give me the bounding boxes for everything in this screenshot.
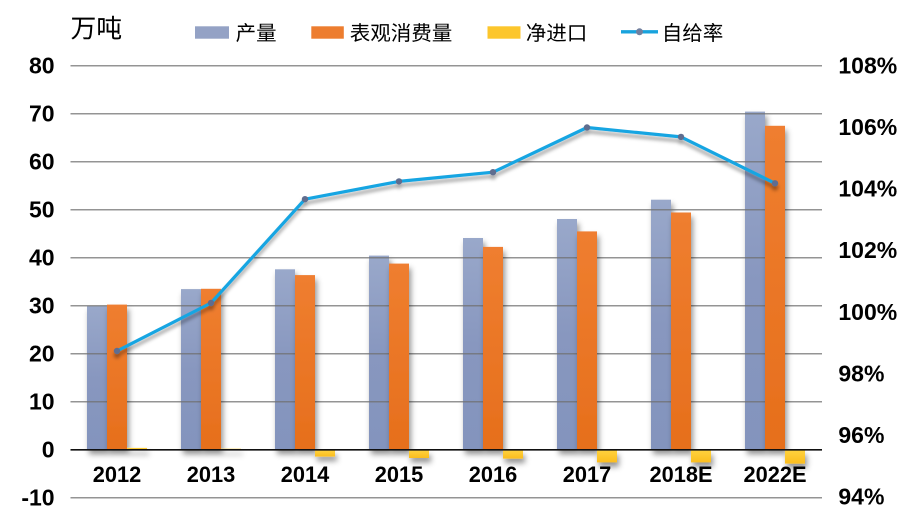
svg-text:94%: 94% (838, 484, 884, 510)
svg-text:2022E: 2022E (743, 462, 806, 487)
svg-text:104%: 104% (838, 176, 897, 202)
svg-text:2014: 2014 (281, 462, 330, 487)
svg-text:2018E: 2018E (649, 462, 712, 487)
svg-text:-10: -10 (21, 484, 54, 510)
svg-text:70: 70 (29, 100, 55, 126)
svg-text:100%: 100% (838, 299, 897, 325)
svg-text:108%: 108% (838, 52, 897, 78)
svg-text:0: 0 (42, 436, 55, 462)
svg-text:106%: 106% (838, 114, 897, 140)
svg-text:2017: 2017 (563, 462, 612, 487)
svg-text:96%: 96% (838, 422, 884, 448)
svg-text:60: 60 (29, 148, 55, 174)
svg-text:80: 80 (29, 52, 55, 78)
svg-text:10: 10 (29, 388, 55, 414)
svg-text:2013: 2013 (187, 462, 236, 487)
svg-text:102%: 102% (838, 237, 897, 263)
svg-text:98%: 98% (838, 361, 884, 387)
svg-text:50: 50 (29, 196, 55, 222)
svg-text:40: 40 (29, 244, 55, 270)
svg-text:30: 30 (29, 292, 55, 318)
svg-text:2012: 2012 (93, 462, 142, 487)
svg-text:2016: 2016 (469, 462, 518, 487)
svg-text:20: 20 (29, 340, 55, 366)
svg-text:2015: 2015 (375, 462, 424, 487)
